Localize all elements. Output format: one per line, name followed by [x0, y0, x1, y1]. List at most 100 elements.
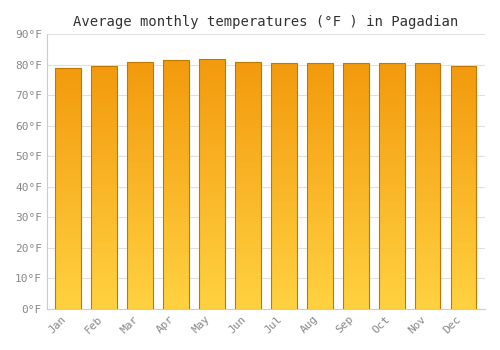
Bar: [378, 282, 404, 284]
Bar: [128, 190, 153, 192]
Bar: [414, 262, 440, 265]
Bar: [128, 109, 153, 111]
Bar: [414, 83, 440, 85]
Bar: [378, 63, 404, 309]
Bar: [307, 287, 332, 289]
Bar: [92, 287, 118, 289]
Bar: [128, 151, 153, 153]
Bar: [414, 107, 440, 110]
Bar: [378, 95, 404, 98]
Bar: [199, 151, 225, 154]
Bar: [199, 294, 225, 296]
Bar: [163, 272, 189, 274]
Bar: [378, 166, 404, 169]
Bar: [343, 105, 368, 107]
Bar: [56, 147, 82, 150]
Bar: [235, 128, 261, 131]
Bar: [414, 282, 440, 284]
Bar: [128, 166, 153, 168]
Bar: [128, 148, 153, 151]
Bar: [92, 173, 118, 175]
Bar: [56, 128, 82, 131]
Bar: [414, 186, 440, 189]
Bar: [92, 96, 118, 98]
Bar: [92, 115, 118, 117]
Bar: [92, 100, 118, 103]
Bar: [414, 235, 440, 238]
Bar: [271, 127, 297, 130]
Bar: [307, 130, 332, 132]
Bar: [378, 260, 404, 262]
Bar: [343, 83, 368, 85]
Bar: [128, 91, 153, 94]
Bar: [307, 181, 332, 183]
Bar: [128, 210, 153, 212]
Bar: [414, 161, 440, 164]
Bar: [92, 122, 118, 125]
Bar: [235, 106, 261, 109]
Bar: [163, 237, 189, 239]
Bar: [199, 119, 225, 121]
Bar: [378, 292, 404, 294]
Bar: [378, 201, 404, 203]
Bar: [56, 227, 82, 229]
Bar: [378, 245, 404, 247]
Bar: [199, 101, 225, 104]
Bar: [128, 72, 153, 74]
Bar: [92, 163, 118, 166]
Bar: [378, 144, 404, 147]
Bar: [307, 284, 332, 287]
Bar: [92, 103, 118, 105]
Bar: [307, 166, 332, 169]
Bar: [56, 208, 82, 210]
Bar: [199, 226, 225, 229]
Bar: [343, 191, 368, 194]
Bar: [163, 266, 189, 269]
Bar: [199, 214, 225, 216]
Bar: [271, 279, 297, 282]
Bar: [199, 131, 225, 134]
Bar: [414, 270, 440, 272]
Bar: [56, 106, 82, 109]
Bar: [128, 84, 153, 86]
Bar: [414, 166, 440, 169]
Bar: [92, 188, 118, 190]
Bar: [235, 274, 261, 276]
Bar: [378, 191, 404, 194]
Bar: [307, 169, 332, 171]
Bar: [450, 260, 476, 263]
Bar: [163, 296, 189, 299]
Bar: [199, 79, 225, 81]
Bar: [163, 249, 189, 252]
Bar: [163, 98, 189, 100]
Bar: [128, 121, 153, 124]
Bar: [56, 246, 82, 248]
Bar: [450, 301, 476, 304]
Bar: [128, 296, 153, 299]
Bar: [343, 211, 368, 213]
Bar: [199, 104, 225, 106]
Bar: [163, 147, 189, 150]
Bar: [307, 103, 332, 105]
Bar: [271, 196, 297, 198]
Bar: [414, 90, 440, 93]
Bar: [378, 243, 404, 245]
Bar: [128, 62, 153, 64]
Bar: [343, 277, 368, 279]
Bar: [163, 219, 189, 222]
Bar: [343, 255, 368, 257]
Bar: [163, 299, 189, 301]
Bar: [307, 95, 332, 98]
Bar: [307, 304, 332, 306]
Bar: [414, 169, 440, 171]
Bar: [450, 127, 476, 130]
Bar: [199, 144, 225, 146]
Bar: [92, 292, 118, 294]
Bar: [163, 247, 189, 249]
Bar: [271, 139, 297, 142]
Bar: [378, 90, 404, 93]
Bar: [199, 171, 225, 174]
Bar: [163, 68, 189, 70]
Bar: [92, 233, 118, 236]
Bar: [378, 238, 404, 240]
